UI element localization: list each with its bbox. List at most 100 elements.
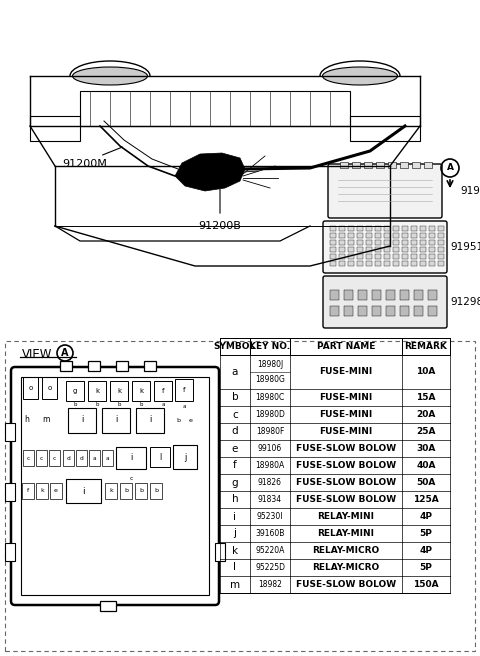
Text: 25A: 25A <box>416 427 436 436</box>
Text: VIEW: VIEW <box>22 348 52 361</box>
Bar <box>438 240 444 245</box>
Bar <box>136 408 164 433</box>
Text: RELAY-MINI: RELAY-MINI <box>317 512 374 521</box>
Text: 91200B: 91200B <box>199 221 241 231</box>
Text: l: l <box>233 562 237 573</box>
Bar <box>116 361 128 371</box>
Text: 15A: 15A <box>416 393 436 402</box>
Bar <box>402 247 408 252</box>
Bar <box>23 450 34 466</box>
Bar <box>339 254 345 259</box>
FancyBboxPatch shape <box>323 276 447 328</box>
Bar <box>100 601 116 611</box>
Bar <box>402 254 408 259</box>
Text: a: a <box>106 455 109 461</box>
Text: 18982: 18982 <box>258 580 282 589</box>
Bar <box>80 91 350 126</box>
Text: 18980G: 18980G <box>255 375 285 384</box>
Bar <box>357 247 363 252</box>
Bar <box>352 162 360 168</box>
Text: RELAY-MINI: RELAY-MINI <box>317 529 374 538</box>
Text: FUSE-SLOW BOLOW: FUSE-SLOW BOLOW <box>296 495 396 504</box>
Ellipse shape <box>323 67 397 85</box>
Text: k: k <box>232 546 238 556</box>
Bar <box>429 254 435 259</box>
Bar <box>132 381 150 401</box>
Bar <box>429 240 435 245</box>
Text: 18980J: 18980J <box>257 360 283 369</box>
Text: k: k <box>139 388 143 394</box>
Text: e: e <box>54 489 58 493</box>
Text: 39160B: 39160B <box>255 529 285 538</box>
Bar <box>384 226 390 231</box>
Bar <box>154 381 172 401</box>
Bar <box>350 116 420 141</box>
Bar <box>135 483 147 499</box>
Text: j: j <box>233 529 237 539</box>
Text: a: a <box>232 367 238 377</box>
Bar <box>88 381 106 401</box>
Bar <box>438 233 444 238</box>
Bar <box>330 247 336 252</box>
Text: h: h <box>24 415 29 424</box>
Text: KEY NO.: KEY NO. <box>250 342 290 351</box>
Text: f: f <box>27 489 29 493</box>
Bar <box>438 261 444 266</box>
Text: e: e <box>232 443 238 453</box>
Text: FUSE-SLOW BOLOW: FUSE-SLOW BOLOW <box>296 478 396 487</box>
Bar <box>429 261 435 266</box>
Bar <box>384 254 390 259</box>
Bar <box>402 261 408 266</box>
Text: g: g <box>232 478 238 487</box>
Text: i: i <box>115 415 117 424</box>
Bar <box>120 483 132 499</box>
Text: 99106: 99106 <box>258 444 282 453</box>
Bar <box>384 240 390 245</box>
Bar <box>344 306 353 316</box>
Bar <box>411 261 417 266</box>
Bar <box>175 379 193 401</box>
Bar <box>393 233 399 238</box>
Text: b: b <box>95 401 99 407</box>
Text: FUSE-MINI: FUSE-MINI <box>319 393 372 402</box>
Bar <box>348 240 354 245</box>
Bar <box>348 233 354 238</box>
Text: 125A: 125A <box>413 495 439 504</box>
Text: PART NAME: PART NAME <box>317 342 375 351</box>
Bar <box>420 254 426 259</box>
Bar <box>348 254 354 259</box>
Text: SYMBOL: SYMBOL <box>214 342 256 351</box>
Bar <box>5 423 15 441</box>
Text: m: m <box>230 579 240 590</box>
Text: FUSE-SLOW BOLOW: FUSE-SLOW BOLOW <box>296 580 396 589</box>
Bar <box>66 479 101 503</box>
Bar <box>393 261 399 266</box>
Text: RELAY-MICRO: RELAY-MICRO <box>312 563 380 572</box>
Bar <box>36 483 48 499</box>
Bar <box>384 233 390 238</box>
Bar <box>42 377 57 399</box>
Text: f: f <box>162 388 164 394</box>
Text: o: o <box>28 385 33 391</box>
Text: A: A <box>61 348 69 358</box>
Bar <box>76 450 87 466</box>
Ellipse shape <box>72 67 147 85</box>
Text: 91951R: 91951R <box>450 242 480 252</box>
Bar <box>330 233 336 238</box>
Bar <box>116 447 146 469</box>
Text: 20A: 20A <box>416 410 436 419</box>
Text: 91960Z: 91960Z <box>460 186 480 196</box>
Bar <box>23 377 38 399</box>
Bar <box>375 247 381 252</box>
Bar <box>386 290 395 300</box>
Bar <box>438 247 444 252</box>
Text: b: b <box>117 401 121 407</box>
Text: m: m <box>42 415 50 424</box>
Bar <box>375 226 381 231</box>
Text: 18980D: 18980D <box>255 410 285 419</box>
Bar <box>384 247 390 252</box>
Bar <box>372 290 381 300</box>
Bar <box>105 483 117 499</box>
Bar <box>388 162 396 168</box>
Text: 4P: 4P <box>420 546 432 555</box>
